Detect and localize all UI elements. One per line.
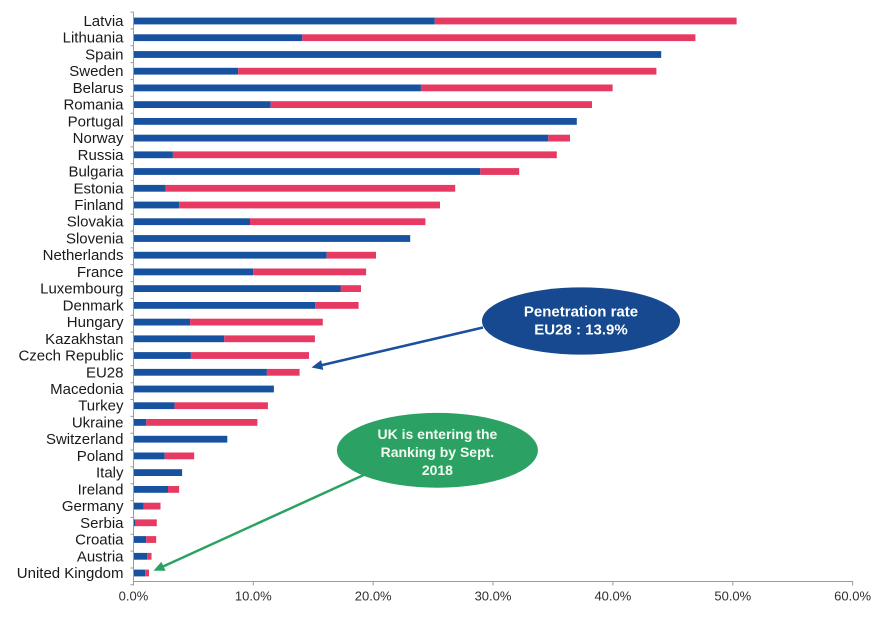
svg-text:Switzerland: Switzerland — [46, 431, 124, 448]
svg-text:Penetration rate: Penetration rate — [524, 304, 638, 321]
svg-text:10.0%: 10.0% — [235, 589, 272, 604]
svg-text:Poland: Poland — [77, 448, 124, 465]
svg-text:Slovakia: Slovakia — [67, 214, 124, 231]
svg-text:30.0%: 30.0% — [475, 589, 512, 604]
svg-text:Denmark: Denmark — [63, 297, 124, 314]
svg-text:0.0%: 0.0% — [119, 589, 149, 604]
svg-text:United Kingdom: United Kingdom — [17, 565, 124, 582]
svg-text:Hungary: Hungary — [67, 314, 124, 331]
svg-text:Slovenia: Slovenia — [66, 231, 124, 248]
svg-text:Netherlands: Netherlands — [43, 247, 124, 264]
svg-text:France: France — [77, 264, 124, 281]
svg-text:2018: 2018 — [422, 462, 453, 478]
svg-text:Portugal: Portugal — [68, 113, 124, 130]
svg-text:Latvia: Latvia — [83, 13, 124, 30]
svg-text:40.0%: 40.0% — [594, 589, 631, 604]
svg-text:EU28: EU28 — [86, 364, 124, 381]
svg-text:Turkey: Turkey — [78, 398, 124, 415]
svg-text:Serbia: Serbia — [80, 515, 124, 532]
svg-text:EU28 : 13.9%: EU28 : 13.9% — [534, 322, 627, 339]
svg-text:Sweden: Sweden — [69, 63, 123, 80]
svg-text:Spain: Spain — [85, 47, 123, 64]
svg-text:Russia: Russia — [78, 147, 125, 164]
svg-text:Ranking by Sept.: Ranking by Sept. — [381, 444, 495, 460]
svg-text:Lithuania: Lithuania — [63, 30, 125, 47]
svg-text:UK is entering the: UK is entering the — [378, 426, 498, 442]
svg-text:Croatia: Croatia — [75, 532, 124, 549]
svg-text:Kazakhstan: Kazakhstan — [45, 331, 123, 348]
svg-text:Macedonia: Macedonia — [50, 381, 124, 398]
svg-text:60.0%: 60.0% — [834, 589, 871, 604]
svg-text:Romania: Romania — [63, 97, 124, 114]
svg-text:Ireland: Ireland — [78, 481, 124, 498]
svg-text:Finland: Finland — [74, 197, 123, 214]
svg-text:20.0%: 20.0% — [355, 589, 392, 604]
svg-text:50.0%: 50.0% — [714, 589, 751, 604]
svg-text:Czech Republic: Czech Republic — [18, 348, 124, 365]
svg-text:Belarus: Belarus — [73, 80, 124, 97]
svg-text:Austria: Austria — [77, 548, 124, 565]
svg-text:Estonia: Estonia — [73, 180, 124, 197]
svg-text:Luxembourg: Luxembourg — [40, 281, 123, 298]
svg-text:Norway: Norway — [73, 130, 124, 147]
svg-text:Ukraine: Ukraine — [72, 414, 124, 431]
svg-text:Bulgaria: Bulgaria — [68, 164, 124, 181]
svg-text:Germany: Germany — [62, 498, 124, 515]
svg-text:Italy: Italy — [96, 465, 124, 482]
